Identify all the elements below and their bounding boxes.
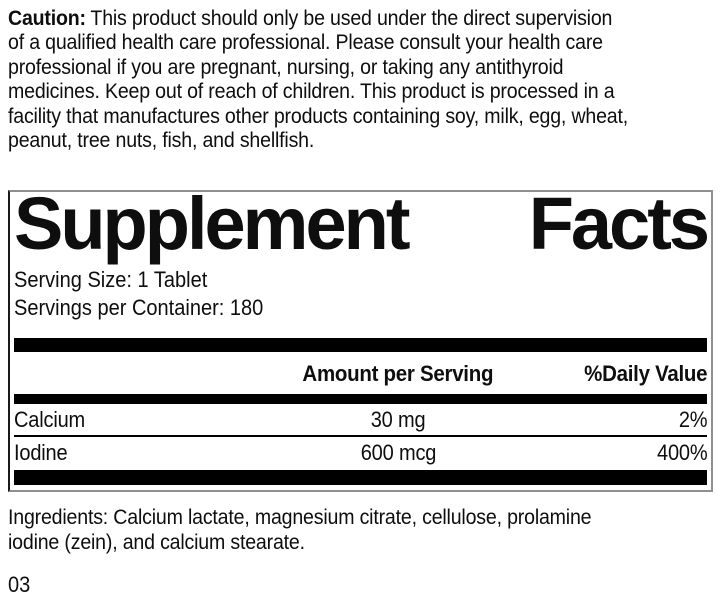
caution-line: facility that manufactures other product… [8, 103, 629, 128]
divider-bar-thick-middle [14, 394, 707, 404]
servings-per-container-text: Servings per Container: 180 [14, 295, 264, 320]
caution-label: Caution: [8, 6, 86, 30]
divider-bar-thick-bottom [14, 470, 707, 485]
nutrient-amount: 30 mg [370, 406, 426, 432]
caution-line: peanut, tree nuts, fish, and shellfish. [8, 128, 315, 153]
supplement-facts-panel: Supplement Facts Serving Size: 1 Tablet … [8, 182, 713, 492]
caution-line: of a qualified health care professional.… [8, 30, 603, 55]
nutrient-amount: 600 mcg [360, 440, 436, 465]
panel-title-word2: Facts [528, 182, 710, 265]
nutrient-daily-value: 400% [656, 440, 708, 465]
nutrient-name: Calcium [14, 406, 86, 432]
caution-line: professional if you are pregnant, nursin… [8, 54, 564, 79]
ingredients-line: Ingredients: Calcium lactate, magnesium … [8, 505, 592, 529]
table-row-iodine: Iodine 600 mcg 400% [14, 439, 707, 467]
caution-paragraph: Caution: This product should only be used… [8, 6, 720, 152]
divider-bar-thick-top [14, 338, 707, 352]
nutrient-daily-value: 2% [678, 406, 707, 432]
panel-title-word1: Supplement [14, 182, 410, 265]
ingredients-paragraph: Ingredients: Calcium lactate, magnesium … [8, 505, 720, 555]
caution-line: Caution: This product should only be used… [8, 6, 612, 30]
panel-title: Supplement Facts [14, 182, 710, 265]
table-header-row: Amount per Serving %Daily Value [14, 354, 708, 394]
header-amount-per-serving: Amount per Serving [302, 361, 494, 386]
caution-text: This product should only be used under t… [90, 6, 613, 30]
caution-line: medicines. Keep out of reach of children… [8, 79, 615, 104]
serving-size-text: Serving Size: 1 Tablet [14, 267, 208, 292]
footer-code: 03 [8, 572, 31, 597]
header-daily-value: %Daily Value [583, 361, 707, 386]
nutrient-name: Iodine [14, 440, 68, 465]
table-row-calcium: Calcium 30 mg 2% [14, 404, 707, 437]
ingredients-line: iodine (zein), and calcium stearate. [8, 530, 305, 554]
